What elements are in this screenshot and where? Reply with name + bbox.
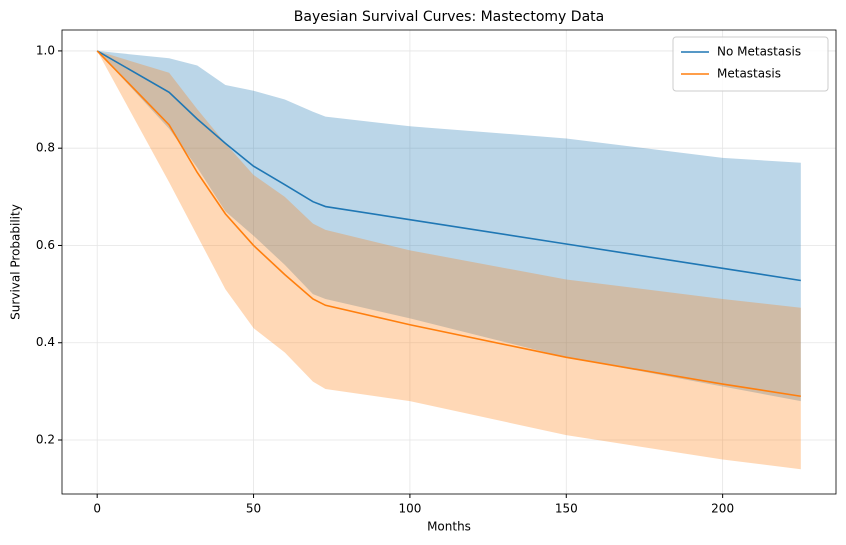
plot-frame <box>61 29 837 495</box>
x-tick-label: 200 <box>711 502 734 516</box>
y-tick-label: 0.8 <box>36 141 55 155</box>
x-tick-label: 0 <box>93 502 101 516</box>
y-tick-label: 0.6 <box>36 238 55 252</box>
x-axis-label: Months <box>427 520 471 534</box>
survival-line <box>96 50 801 398</box>
legend-label: No Metastasis <box>717 45 801 59</box>
legend-label: Metastasis <box>717 67 781 81</box>
x-tick-label: 50 <box>246 502 261 516</box>
legend: No Metastasis Metastasis <box>672 36 829 92</box>
chart-title: Bayesian Survival Curves: Mastectomy Dat… <box>294 9 604 25</box>
y-tick-label: 0.4 <box>36 335 55 349</box>
y-tick-label: 0.2 <box>36 433 55 447</box>
credible-band <box>97 50 801 470</box>
y-axis-label: Survival Probability <box>9 204 23 320</box>
y-tick-label: 1.0 <box>36 43 55 57</box>
survival-line <box>96 50 801 282</box>
legend-box <box>672 36 829 92</box>
x-tick-label: 100 <box>398 502 421 516</box>
x-tick-label: 150 <box>555 502 578 516</box>
